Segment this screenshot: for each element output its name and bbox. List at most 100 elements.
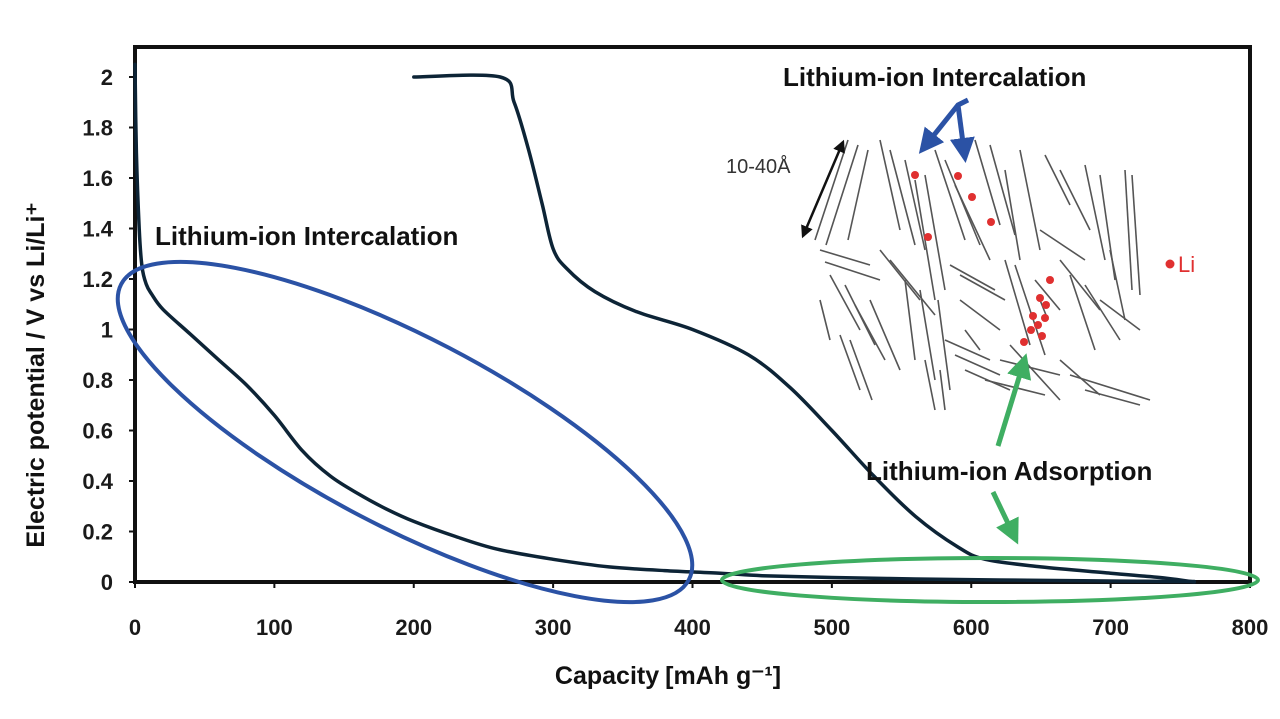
carbon-sheet bbox=[964, 329, 981, 351]
carbon-sheet bbox=[1019, 149, 1041, 251]
carbon-sheet bbox=[1131, 174, 1141, 296]
carbon-sheet bbox=[954, 184, 991, 261]
adsorption-arrow-down bbox=[990, 490, 1019, 545]
y-axis-ticks: 0 0.2 0.4 0.6 0.8 1 1.2 1.4 1.6 1.8 2 bbox=[82, 65, 135, 595]
adsorption-arrow-up bbox=[995, 353, 1032, 447]
x-tick-label: 300 bbox=[535, 615, 572, 640]
li-ion-dot bbox=[1027, 326, 1035, 334]
spacing-label: 10-40Å bbox=[726, 155, 791, 178]
carbon-sheet bbox=[1014, 264, 1046, 356]
carbon-sheet bbox=[819, 249, 871, 266]
x-axis-unit: [mAh g⁻¹] bbox=[665, 662, 781, 690]
annotation-intercalation-left: Lithium-ion Intercalation bbox=[155, 221, 458, 251]
li-legend-label: Li bbox=[1178, 252, 1195, 277]
li-ion-dot bbox=[924, 233, 932, 241]
x-axis-ticks: 0 100 200 300 400 500 600 700 800 bbox=[129, 582, 1268, 640]
carbon-sheet bbox=[924, 359, 936, 411]
annotation-intercalation-top: Lithium-ion Intercalation bbox=[783, 62, 1086, 92]
carbon-sheet bbox=[849, 339, 873, 401]
li-ion-dot bbox=[954, 172, 962, 180]
carbon-sheet bbox=[1084, 284, 1121, 341]
li-ion-dot bbox=[1020, 338, 1028, 346]
carbon-sheet bbox=[924, 174, 946, 291]
y-tick-label: 0.8 bbox=[82, 368, 113, 393]
carbon-sheet bbox=[919, 289, 936, 381]
carbon-sheet bbox=[879, 249, 921, 301]
li-ion-dot bbox=[1042, 301, 1050, 309]
carbon-sheet bbox=[959, 274, 1006, 301]
carbon-sheet bbox=[1109, 249, 1126, 321]
x-tick-label: 400 bbox=[674, 615, 711, 640]
adsorption-ellipse bbox=[720, 556, 1260, 604]
carbon-sheet bbox=[914, 179, 936, 301]
carbon-sheet bbox=[1069, 274, 1096, 351]
y-tick-label: 1.2 bbox=[82, 267, 113, 292]
carbon-sheet bbox=[847, 149, 869, 241]
y-tick-label: 0 bbox=[101, 570, 113, 595]
carbon-sheet bbox=[889, 149, 916, 246]
carbon-sheet bbox=[904, 279, 916, 361]
carbon-structure-inset bbox=[814, 139, 1151, 411]
x-axis-label: Capacity [mAh g⁻¹] bbox=[555, 662, 781, 690]
li-ion-dot bbox=[1046, 276, 1054, 284]
carbon-sheet bbox=[889, 259, 936, 316]
carbon-sheet bbox=[1084, 389, 1141, 406]
carbon-sheet bbox=[1069, 374, 1151, 401]
li-ion-dot bbox=[1029, 312, 1037, 320]
x-tick-label: 800 bbox=[1232, 615, 1269, 640]
carbon-sheet bbox=[824, 261, 881, 281]
carbon-sheet bbox=[1124, 169, 1133, 291]
y-tick-label: 1.6 bbox=[82, 166, 113, 191]
y-tick-label: 0.6 bbox=[82, 419, 113, 444]
series-line-1 bbox=[133, 62, 1197, 584]
carbon-sheet bbox=[1004, 169, 1021, 261]
intercalation-ellipse bbox=[115, 259, 695, 605]
y-tick-label: 1 bbox=[101, 318, 113, 343]
carbon-sheet bbox=[954, 354, 1001, 376]
li-ion-dot bbox=[1036, 294, 1044, 302]
x-tick-label: 200 bbox=[395, 615, 432, 640]
carbon-sheet bbox=[989, 144, 1016, 236]
li-ion-dot bbox=[1034, 321, 1042, 329]
carbon-sheet bbox=[854, 304, 886, 361]
y-axis-label: Electric potential / V vs Li/Li⁺ bbox=[22, 202, 50, 547]
carbon-sheet bbox=[839, 334, 861, 391]
carbon-sheet bbox=[819, 299, 831, 341]
x-tick-label: 100 bbox=[256, 615, 293, 640]
carbon-sheet bbox=[934, 149, 966, 241]
y-tick-label: 0.4 bbox=[82, 469, 113, 494]
carbon-sheet bbox=[1059, 169, 1091, 231]
carbon-sheet bbox=[939, 369, 946, 411]
x-tick-label: 600 bbox=[953, 615, 990, 640]
y-tick-label: 2 bbox=[101, 65, 113, 90]
carbon-sheet bbox=[904, 159, 926, 251]
li-ion-dot bbox=[1038, 332, 1046, 340]
y-tick-label: 1.4 bbox=[82, 217, 113, 242]
carbon-sheet bbox=[1059, 259, 1101, 311]
x-tick-label: 700 bbox=[1092, 615, 1129, 640]
carbon-sheet bbox=[1044, 154, 1071, 206]
li-ion-dot bbox=[1041, 314, 1049, 322]
series-group bbox=[133, 62, 1197, 584]
carbon-sheet bbox=[974, 139, 1001, 226]
annotation-adsorption: Lithium-ion Adsorption bbox=[866, 456, 1152, 486]
li-ion-dot bbox=[987, 218, 995, 226]
x-axis-label-name: Capacity bbox=[555, 662, 659, 690]
carbon-sheet bbox=[1034, 279, 1061, 311]
li-ion-dot bbox=[911, 171, 919, 179]
carbon-sheet bbox=[1084, 164, 1106, 261]
carbon-sheet bbox=[869, 299, 901, 371]
x-tick-label: 500 bbox=[814, 615, 851, 640]
x-tick-label: 0 bbox=[129, 615, 141, 640]
intercalation-arrow-2 bbox=[949, 104, 975, 163]
li-ion-dot bbox=[968, 193, 976, 201]
li-legend-dot bbox=[1165, 259, 1175, 269]
carbon-sheet bbox=[1039, 229, 1086, 261]
carbon-sheet bbox=[829, 274, 861, 331]
carbon-sheet bbox=[959, 299, 1001, 331]
carbon-sheet bbox=[1004, 259, 1031, 346]
carbon-sheet bbox=[1099, 299, 1141, 331]
spacing-dimension-arrow bbox=[801, 139, 845, 239]
y-tick-label: 0.2 bbox=[82, 520, 113, 545]
